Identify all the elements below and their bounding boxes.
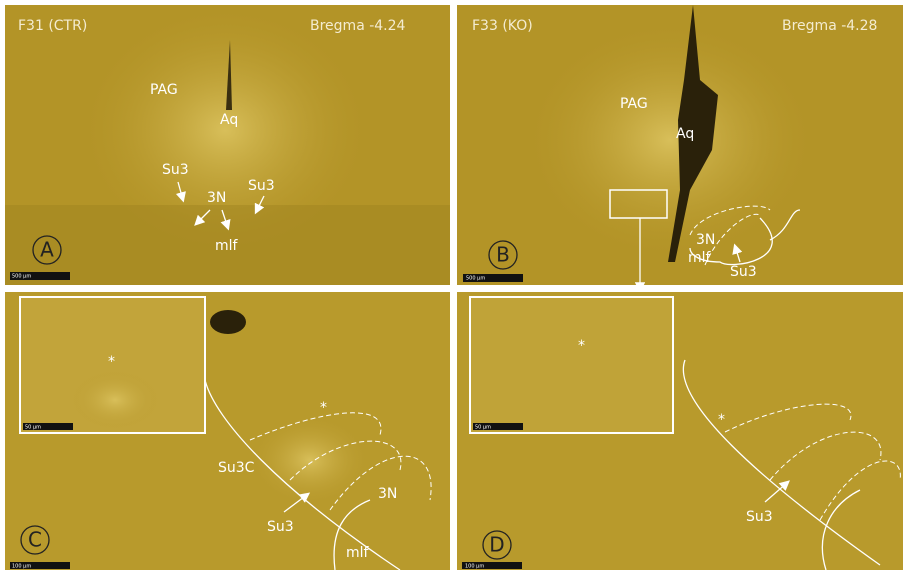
panel-d: * 50 µm * Su3 D 100 µm [457, 292, 903, 571]
panel-letter: A [40, 238, 54, 262]
label: 3N [696, 232, 715, 248]
label: Su3C [218, 460, 255, 476]
label: * [320, 400, 327, 416]
label: mlf [346, 545, 370, 561]
panel-letter: B [496, 243, 510, 267]
scale-bar: 100 µm [12, 564, 31, 570]
panel-letter: D [489, 533, 504, 557]
inset-scale-bar: 50 µm [25, 425, 41, 431]
inset-scale-bar: 50 µm [475, 425, 491, 431]
label: Su3 [162, 162, 189, 178]
label: Su3 [248, 178, 275, 194]
label: 3N [378, 486, 397, 502]
header-left: F31 (CTR) [18, 18, 87, 34]
label: Su3 [746, 509, 773, 525]
scale-bar: 100 µm [465, 564, 484, 570]
label: Su3 [730, 264, 757, 280]
header-right: Bregma -4.28 [782, 18, 877, 34]
panel-b: F33 (KO) Bregma -4.28 PAG Aq 3N mlf Su3 … [457, 5, 903, 293]
label: Su3 [267, 519, 294, 535]
label: mlf [215, 238, 239, 254]
label: PAG [150, 82, 178, 98]
label: * [578, 338, 585, 354]
panel-a: F31 (CTR) Bregma -4.24 PAG Aq Su3 3N Su3… [5, 5, 450, 285]
header-left: F33 (KO) [472, 18, 533, 34]
label: 3N [207, 190, 226, 206]
panel-letter: C [28, 528, 42, 552]
label: * [718, 412, 725, 428]
label: PAG [620, 96, 648, 112]
scale-bar: 500 µm [466, 276, 485, 282]
header-right: Bregma -4.24 [310, 18, 406, 34]
panel-c: * 50 µm * Su3C 3N Su3 mlf C 100 µm [5, 292, 450, 571]
label: Aq [220, 112, 238, 128]
label: Aq [676, 126, 694, 142]
label: * [108, 354, 115, 370]
scale-bar: 500 µm [12, 274, 31, 280]
